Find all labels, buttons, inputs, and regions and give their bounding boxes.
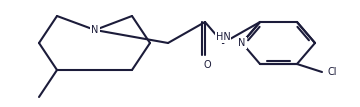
- Text: Cl: Cl: [327, 67, 337, 77]
- Text: N: N: [238, 38, 246, 48]
- Text: HN: HN: [216, 32, 230, 42]
- Text: O: O: [203, 60, 211, 70]
- Text: N: N: [91, 25, 99, 35]
